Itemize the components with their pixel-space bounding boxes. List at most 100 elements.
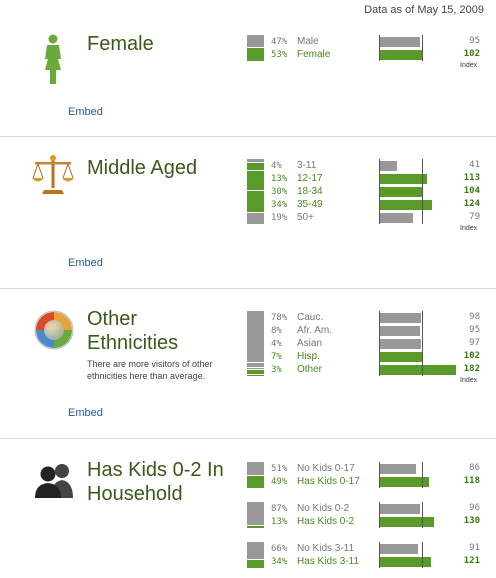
share-label: Hisp.: [297, 351, 320, 362]
share-row: 34% 35-49: [271, 198, 323, 211]
share-percent: 87%: [271, 504, 288, 514]
index-bar: [380, 516, 435, 527]
share-segment: [247, 159, 264, 162]
section-title-line-2: Ethnicities: [87, 332, 179, 354]
share-stack-bar: [247, 159, 264, 224]
share-percent: 3%: [271, 365, 282, 375]
share-stack-bar: [247, 542, 264, 568]
share-segment: [247, 559, 264, 568]
index-bar: [380, 503, 421, 514]
index-value: 79: [469, 212, 480, 222]
share-label: 12-17: [297, 173, 323, 184]
section-divider: [0, 288, 496, 289]
share-row: 3% Other: [271, 363, 322, 376]
share-row: 7% Hisp.: [271, 350, 320, 363]
share-stack-bar: [247, 35, 264, 61]
index-value: 98: [469, 312, 480, 322]
share-percent: 30%: [271, 187, 288, 197]
share-stack-bar: [247, 502, 264, 528]
share-label: Afr. Am.: [297, 325, 333, 336]
index-value: 130: [463, 516, 480, 526]
share-percent: 53%: [271, 50, 288, 60]
section-divider: [0, 136, 496, 137]
index-value: 124: [463, 199, 480, 209]
index-bar: [380, 186, 424, 197]
share-segment: [247, 189, 264, 212]
index-bar-chart: [379, 542, 455, 568]
index-value: 95: [469, 36, 480, 46]
share-segment: [247, 374, 264, 376]
section-title-line-1: Other: [87, 308, 138, 330]
share-row: 78% Cauc.: [271, 311, 323, 324]
section-title: Middle Aged: [87, 157, 198, 179]
share-label: No Kids 0-2: [297, 503, 350, 514]
index-value: 102: [463, 351, 480, 361]
share-row: 4% 3-11: [271, 159, 316, 172]
index-value: 91: [469, 543, 480, 553]
index-bar-chart: [379, 462, 455, 488]
data-date: Data as of May 15, 2009: [364, 4, 484, 16]
index-value: 96: [469, 503, 480, 513]
share-segment: [247, 47, 264, 61]
index-label: Index: [460, 62, 478, 69]
share-stack-bar: [247, 311, 264, 376]
section-divider: [0, 438, 496, 439]
share-segment: [247, 524, 264, 528]
share-segment: [247, 502, 264, 525]
share-row: 19% 50+: [271, 211, 314, 224]
index-value: 86: [469, 463, 480, 473]
index-bar: [380, 556, 431, 567]
index-bar: [380, 199, 432, 210]
share-percent: 13%: [271, 174, 288, 184]
index-bar-chart: [379, 159, 455, 224]
share-segment: [247, 170, 264, 190]
share-label: 3-11: [297, 160, 317, 171]
index-bar: [380, 160, 398, 171]
share-row: 13% Has Kids 0-2: [271, 515, 354, 528]
share-row: 30% 18-34: [271, 185, 323, 198]
share-segment: [247, 361, 264, 367]
color-ball-icon: [34, 310, 74, 355]
embed-link[interactable]: Embed: [68, 407, 103, 419]
share-label: No Kids 3-11: [297, 543, 355, 554]
section-title-line-2: Household: [87, 483, 183, 505]
index-baseline: [421, 311, 423, 376]
index-bar: [380, 49, 423, 60]
share-label: No Kids 0-17: [297, 463, 355, 474]
share-percent: 47%: [271, 37, 288, 47]
scales-icon: [32, 154, 74, 201]
index-bar-chart: [379, 35, 455, 61]
index-bar: [380, 476, 430, 487]
index-bar: [380, 543, 418, 554]
index-value: 95: [469, 325, 480, 335]
share-row: 4% Asian: [271, 337, 322, 350]
share-label: 18-34: [297, 186, 323, 197]
share-percent: 34%: [271, 200, 288, 210]
share-segment: [247, 35, 264, 48]
share-percent: 49%: [271, 477, 288, 487]
index-bar: [380, 212, 413, 223]
embed-link[interactable]: Embed: [68, 106, 103, 118]
index-value: 182: [463, 364, 480, 374]
section-title: Female: [87, 33, 154, 55]
index-baseline: [421, 159, 423, 224]
share-percent: 66%: [271, 544, 288, 554]
share-percent: 78%: [271, 313, 288, 323]
index-bar: [380, 325, 420, 336]
share-segment: [247, 211, 264, 224]
share-label: Has Kids 0-17: [297, 476, 360, 487]
embed-link[interactable]: Embed: [68, 257, 103, 269]
share-row: 51% No Kids 0-17: [271, 462, 355, 475]
share-row: 49% Has Kids 0-17: [271, 475, 360, 488]
share-row: 13% 12-17: [271, 172, 323, 185]
share-segment: [247, 475, 264, 488]
share-label: 35-49: [297, 199, 323, 210]
share-segment: [247, 462, 264, 476]
share-label: Has Kids 3-11: [297, 556, 360, 567]
index-baseline: [421, 542, 423, 568]
index-label: Index: [460, 225, 478, 232]
index-bar: [380, 312, 421, 323]
share-row: 34% Has Kids 3-11: [271, 555, 359, 568]
share-row: 47% Male: [271, 35, 319, 48]
index-bar: [380, 36, 420, 47]
